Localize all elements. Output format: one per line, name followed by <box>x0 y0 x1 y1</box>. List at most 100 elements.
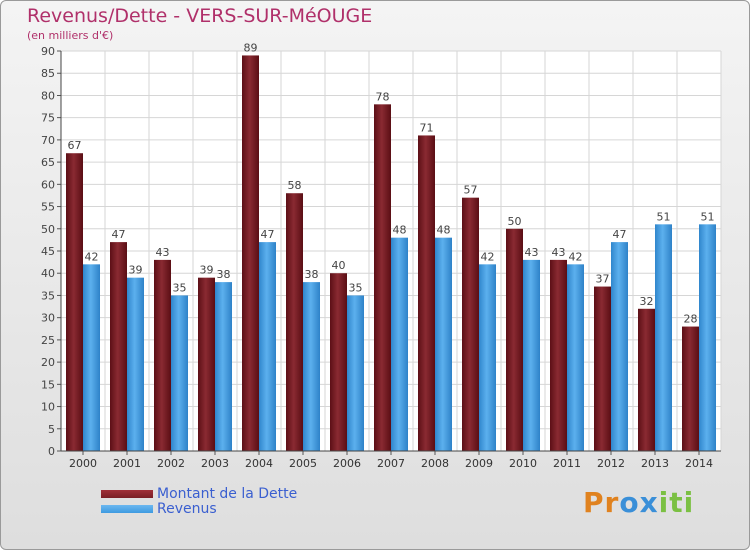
bar-revenus <box>567 264 584 451</box>
legend-swatch-dette <box>101 490 153 498</box>
legend-label-dette: Montant de la Dette <box>157 486 298 502</box>
data-label: 47 <box>112 228 126 241</box>
data-label: 50 <box>508 215 522 228</box>
x-tick-label: 2002 <box>157 457 185 470</box>
data-label: 71 <box>420 121 434 134</box>
x-tick-label: 2005 <box>289 457 317 470</box>
bar-dette <box>154 259 171 451</box>
x-tick-label: 2001 <box>113 457 141 470</box>
bar-revenus <box>391 237 408 451</box>
data-label: 47 <box>613 228 627 241</box>
data-label: 47 <box>261 228 275 241</box>
y-tick-label: 65 <box>41 156 55 169</box>
y-tick-label: 70 <box>41 134 55 147</box>
data-label: 89 <box>244 41 258 54</box>
bar-dette <box>682 326 699 451</box>
data-label: 42 <box>569 250 583 263</box>
y-tick-label: 10 <box>41 401 55 414</box>
data-label: 67 <box>68 139 82 152</box>
chart-subtitle: (en milliers d'€) <box>27 29 114 42</box>
data-label: 35 <box>349 281 363 294</box>
bar-revenus <box>303 282 320 451</box>
bar-revenus <box>435 237 452 451</box>
bar-dette <box>198 277 215 451</box>
bar-dette <box>110 242 127 451</box>
y-tick-label: 15 <box>41 378 55 391</box>
logo-letter: t <box>669 486 684 519</box>
logo-letter: o <box>619 486 640 519</box>
x-tick-label: 2006 <box>333 457 361 470</box>
y-tick-label: 85 <box>41 67 55 80</box>
y-tick-label: 90 <box>41 45 55 58</box>
data-label: 51 <box>657 210 671 223</box>
bar-revenus <box>655 224 672 451</box>
bar-dette <box>66 153 83 451</box>
bar-revenus <box>171 295 188 451</box>
bar-dette <box>550 259 567 451</box>
x-tick-label: 2014 <box>685 457 713 470</box>
logo-letter: P <box>583 486 605 519</box>
bar-revenus <box>523 259 540 451</box>
y-tick-label: 25 <box>41 334 55 347</box>
x-tick-label: 2013 <box>641 457 669 470</box>
data-label: 42 <box>85 250 99 263</box>
bar-dette <box>330 273 347 451</box>
data-label: 57 <box>464 184 478 197</box>
chart-title: Revenus/Dette - VERS-SUR-MéOUGE <box>27 5 373 27</box>
bar-dette <box>374 104 391 451</box>
data-label: 28 <box>684 313 698 326</box>
data-label: 43 <box>525 246 539 259</box>
data-label: 43 <box>156 246 170 259</box>
x-tick-label: 2007 <box>377 457 405 470</box>
data-label: 58 <box>288 179 302 192</box>
y-tick-label: 75 <box>41 112 55 125</box>
data-label: 38 <box>305 268 319 281</box>
y-tick-label: 60 <box>41 178 55 191</box>
data-label: 78 <box>376 90 390 103</box>
bar-revenus <box>347 295 364 451</box>
data-label: 42 <box>481 250 495 263</box>
logo-letter: i <box>683 486 695 519</box>
data-label: 39 <box>129 264 143 277</box>
bar-revenus <box>215 282 232 451</box>
data-label: 39 <box>200 264 214 277</box>
data-label: 48 <box>437 224 451 237</box>
bar-revenus <box>611 242 628 451</box>
bar-revenus <box>127 277 144 451</box>
x-tick-label: 2003 <box>201 457 229 470</box>
y-tick-label: 30 <box>41 312 55 325</box>
y-tick-label: 45 <box>41 245 55 258</box>
data-label: 35 <box>173 281 187 294</box>
y-tick-label: 35 <box>41 289 55 302</box>
legend-swatch-revenus <box>101 505 153 513</box>
bar-dette <box>286 193 303 451</box>
bar-dette <box>418 135 435 451</box>
legend-label-revenus: Revenus <box>157 501 217 517</box>
x-tick-label: 2008 <box>421 457 449 470</box>
bar-dette <box>506 228 523 451</box>
logo-letter: r <box>604 486 620 519</box>
y-tick-label: 40 <box>41 267 55 280</box>
bar-revenus <box>479 264 496 451</box>
bar-revenus <box>259 242 276 451</box>
y-tick-label: 50 <box>41 223 55 236</box>
bar-revenus <box>699 224 716 451</box>
data-label: 40 <box>332 259 346 272</box>
proxiti-logo: Proxiti <box>583 486 694 519</box>
data-label: 32 <box>640 295 654 308</box>
y-tick-label: 0 <box>48 445 55 458</box>
data-label: 43 <box>552 246 566 259</box>
x-tick-label: 2012 <box>597 457 625 470</box>
data-label: 48 <box>393 224 407 237</box>
data-label: 51 <box>701 210 715 223</box>
x-tick-label: 2011 <box>553 457 581 470</box>
bar-dette <box>462 197 479 451</box>
bar-dette <box>242 55 259 451</box>
y-tick-label: 55 <box>41 201 55 214</box>
x-tick-label: 2010 <box>509 457 537 470</box>
bar-revenus <box>83 264 100 451</box>
y-tick-label: 80 <box>41 89 55 102</box>
data-label: 38 <box>217 268 231 281</box>
bar-dette <box>638 308 655 451</box>
